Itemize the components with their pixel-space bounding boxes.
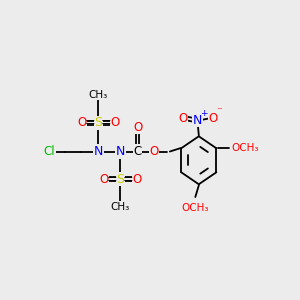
- Text: =: =: [107, 173, 118, 186]
- Text: CH₃: CH₃: [111, 202, 130, 212]
- Text: Cl: Cl: [44, 145, 55, 158]
- Text: =: =: [101, 116, 112, 129]
- Text: OCH₃: OCH₃: [231, 143, 259, 153]
- Text: ⁻: ⁻: [216, 106, 222, 116]
- Text: OCH₃: OCH₃: [182, 203, 209, 213]
- Text: O: O: [99, 173, 108, 186]
- Text: =: =: [123, 173, 134, 186]
- Text: C: C: [134, 145, 142, 158]
- Text: N: N: [94, 145, 103, 158]
- Text: O: O: [209, 112, 218, 125]
- Text: O: O: [133, 121, 142, 134]
- Text: O: O: [77, 116, 86, 129]
- Text: S: S: [116, 173, 124, 186]
- Text: N: N: [116, 145, 125, 158]
- Text: O: O: [110, 116, 120, 129]
- Text: S: S: [94, 116, 102, 129]
- Text: +: +: [200, 109, 208, 118]
- Text: N: N: [193, 114, 202, 127]
- Text: O: O: [132, 173, 142, 186]
- Text: =: =: [85, 116, 95, 129]
- Text: CH₃: CH₃: [89, 90, 108, 100]
- Text: O: O: [150, 145, 159, 158]
- Text: O: O: [178, 112, 187, 125]
